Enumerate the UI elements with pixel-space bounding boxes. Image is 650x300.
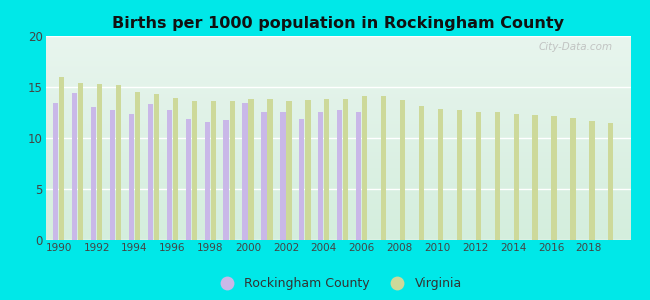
Bar — [570, 118, 576, 240]
Bar — [110, 110, 115, 240]
Bar — [242, 103, 248, 240]
Bar — [337, 110, 343, 240]
Bar — [551, 116, 556, 240]
Legend: Rockingham County, Virginia: Rockingham County, Virginia — [209, 272, 467, 295]
Bar — [318, 112, 324, 240]
Bar — [116, 85, 122, 240]
Bar — [495, 112, 500, 240]
Bar — [166, 110, 172, 240]
Bar — [173, 98, 178, 240]
Bar — [299, 118, 304, 240]
Bar — [248, 99, 254, 240]
Bar — [261, 112, 266, 240]
Bar — [224, 120, 229, 240]
Bar — [437, 110, 443, 240]
Bar — [91, 107, 96, 240]
Title: Births per 1000 population in Rockingham County: Births per 1000 population in Rockingham… — [112, 16, 564, 31]
Bar — [381, 96, 386, 240]
Bar — [457, 110, 462, 240]
Bar — [532, 115, 538, 240]
Bar — [53, 103, 58, 240]
Bar — [148, 104, 153, 240]
Bar — [306, 100, 311, 240]
Bar — [135, 92, 140, 240]
Bar — [324, 99, 330, 240]
Bar — [267, 99, 273, 240]
Bar — [78, 83, 83, 240]
Bar — [343, 99, 348, 240]
Bar — [476, 112, 481, 240]
Bar — [419, 106, 424, 240]
Bar — [59, 77, 64, 240]
Bar — [608, 123, 614, 240]
Bar — [362, 96, 367, 240]
Bar — [129, 113, 134, 240]
Bar — [400, 100, 405, 240]
Bar — [186, 118, 191, 240]
Bar — [286, 101, 292, 240]
Bar — [205, 122, 210, 240]
Bar — [514, 113, 519, 240]
Text: City-Data.com: City-Data.com — [539, 42, 613, 52]
Bar — [72, 93, 77, 240]
Bar — [590, 121, 595, 240]
Bar — [192, 101, 197, 240]
Bar — [154, 94, 159, 240]
Bar — [229, 101, 235, 240]
Bar — [97, 84, 102, 240]
Bar — [280, 112, 285, 240]
Bar — [356, 112, 361, 240]
Bar — [211, 101, 216, 240]
